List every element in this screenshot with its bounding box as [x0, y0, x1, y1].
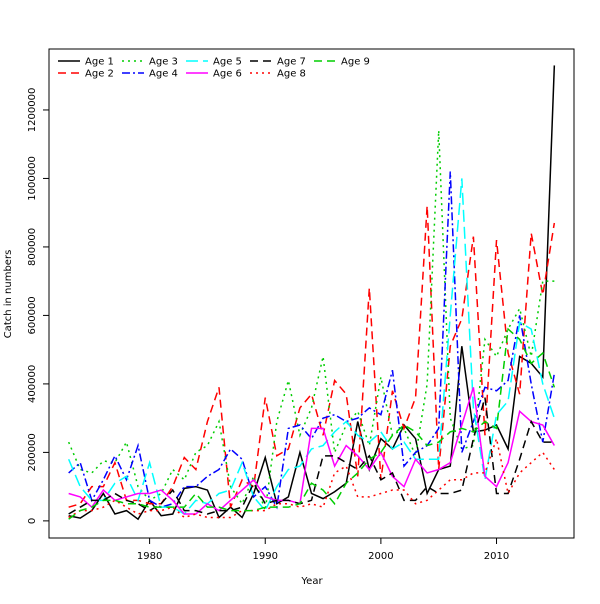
series-line-age-4 [68, 171, 556, 510]
legend-label: Age 1 [85, 57, 114, 68]
y-tick-label: 800000 [27, 228, 38, 266]
y-tick-label: 600000 [27, 296, 38, 334]
series-line-age-7 [68, 397, 555, 515]
legend-label: Age 3 [149, 57, 178, 68]
legend-label: Age 2 [85, 69, 114, 80]
legend-label: Age 5 [213, 57, 242, 68]
series-line-age-3 [67, 130, 555, 511]
legend-label: Age 8 [277, 69, 306, 80]
series-line-age-6 [68, 387, 555, 515]
y-tick-label: 1000000 [27, 156, 38, 201]
x-tick-label: 2000 [368, 551, 393, 562]
x-tick-label: 2010 [484, 551, 509, 562]
y-tick-label: 200000 [27, 433, 38, 471]
series-line-age-2 [68, 205, 556, 508]
legend-label: Age 9 [341, 57, 370, 68]
plot-frame [48, 48, 575, 539]
series-line-age-9 [68, 327, 556, 520]
legend-label: Age 6 [213, 69, 242, 80]
x-axis-label: Year [300, 576, 323, 587]
legend-label: Age 4 [149, 69, 178, 80]
x-tick-label: 1980 [137, 551, 162, 562]
y-axis-label: Catch in numbers [3, 250, 14, 339]
y-tick-label: 0 [27, 518, 38, 524]
y-tick-label: 1200000 [27, 88, 38, 133]
legend-label: Age 7 [277, 57, 306, 68]
x-tick-label: 1990 [253, 551, 278, 562]
series-line-age-5 [67, 178, 556, 515]
y-tick-label: 400000 [27, 365, 38, 403]
